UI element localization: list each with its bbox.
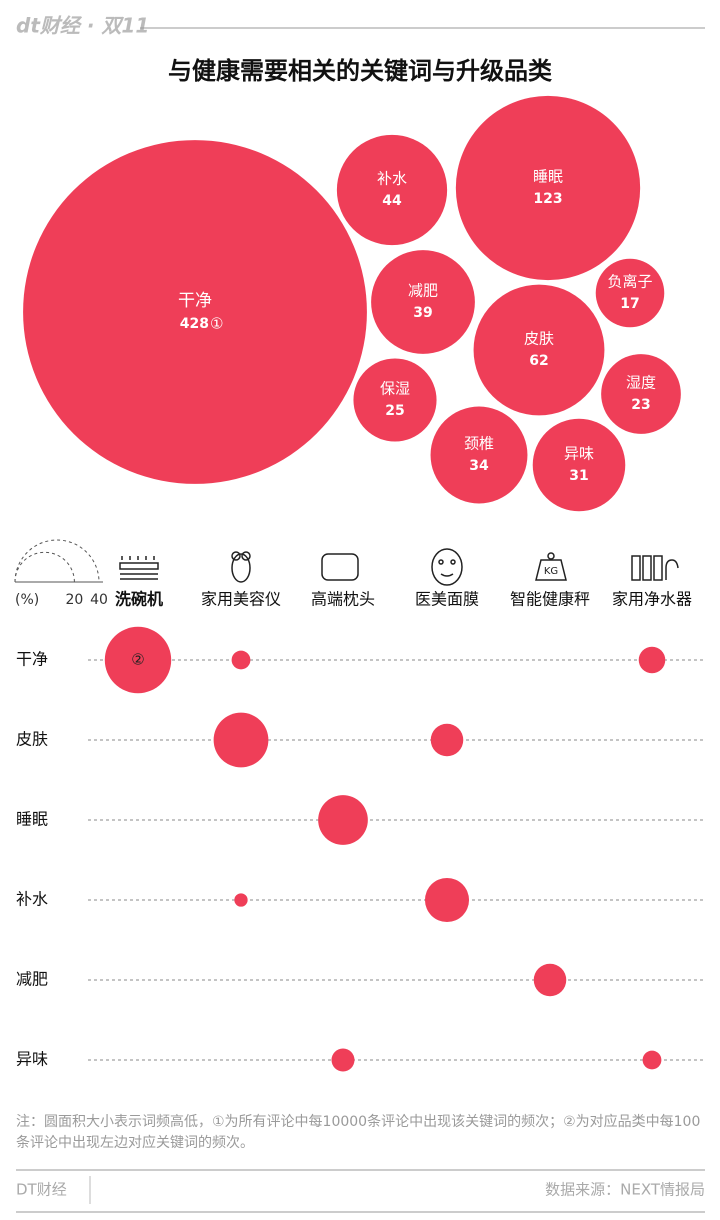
size-unit: (%): [15, 592, 39, 608]
row-label: 补水: [16, 890, 48, 909]
value-label: 17: [620, 296, 639, 312]
chart-title: 与健康需要相关的关键词与升级品类: [168, 57, 553, 85]
bubble: [430, 406, 528, 504]
bubble: [231, 650, 251, 670]
row-label: 皮肤: [16, 730, 48, 749]
bubble-label: 颈椎: [464, 435, 494, 453]
bubble: [318, 795, 368, 845]
bubble: [104, 626, 172, 694]
column-label: 洗碗机: [115, 590, 163, 609]
dishwasher-icon: [119, 556, 159, 580]
bubble: [23, 140, 367, 484]
bubble: [213, 712, 269, 768]
column-label: 家用净水器: [612, 590, 692, 609]
value-label: 123: [533, 191, 562, 207]
icons: KG: [119, 548, 679, 586]
bubble: [473, 284, 605, 416]
brand: DT财经: [16, 1181, 67, 1199]
value-label: 34: [469, 458, 489, 474]
row-label: 异味: [16, 1050, 48, 1069]
value-label: 44: [382, 193, 402, 209]
bubble-label: 睡眠: [533, 168, 563, 186]
value-label: 62: [529, 353, 548, 369]
value-label: 39: [413, 305, 432, 321]
value-label: 23: [631, 397, 650, 413]
bubble: [331, 1048, 355, 1072]
size-legend-label: 40: [90, 592, 108, 608]
bubble: [336, 134, 448, 246]
bubble: [642, 1050, 662, 1070]
bubble: [353, 358, 437, 442]
column-label: 医美面膜: [415, 590, 479, 609]
logo: dt财经 · 双11: [16, 14, 149, 38]
mask-icon: [431, 548, 463, 586]
size-legend-label: 20: [65, 592, 83, 608]
value-label: 25: [385, 403, 404, 419]
bubble: [601, 354, 681, 434]
value-label: 31: [569, 468, 588, 484]
row-label: 减肥: [16, 970, 48, 989]
bubble-label: 干净: [178, 291, 212, 311]
bubble-label: 保湿: [380, 380, 410, 398]
svg-text:KG: KG: [544, 566, 558, 577]
bubble: [371, 250, 475, 354]
column-label: 智能健康秤: [510, 590, 590, 609]
pillow-icon: [321, 553, 359, 581]
bubble: [424, 877, 470, 923]
value-label: 428: [180, 316, 209, 332]
bubble: [595, 258, 665, 328]
size-legend-circle: [14, 551, 75, 583]
column-label: 家用美容仪: [201, 590, 281, 609]
row-label: 睡眠: [16, 810, 48, 829]
annotation: ②: [131, 651, 144, 669]
bubble: [430, 723, 464, 757]
size-legend-circle: [14, 539, 100, 583]
bubble-label: 皮肤: [524, 330, 554, 348]
bubble-label: 负离子: [607, 273, 652, 291]
bubble: [455, 95, 641, 281]
bubble: [532, 418, 626, 512]
bubble: [234, 893, 248, 907]
bubble-label: 补水: [377, 170, 407, 188]
source: 数据来源：NEXT情报局: [545, 1181, 705, 1199]
row-label: 干净: [16, 650, 48, 669]
scale-icon: KG: [535, 552, 567, 581]
footnote: 注：圆面积大小表示词频高低，①为所有评论中每10000条评论中出现该关键词的频次…: [16, 1114, 701, 1151]
column-label: 高端枕头: [311, 590, 375, 609]
purifier-icon: [631, 555, 679, 581]
bubble: [638, 646, 666, 674]
annotation: ①: [210, 315, 223, 333]
bubble: [533, 963, 567, 997]
bubble-label: 减肥: [408, 282, 438, 300]
beauty-icon: [231, 551, 251, 583]
bubble-label: 异味: [564, 445, 594, 463]
bubble-label: 湿度: [626, 374, 656, 392]
